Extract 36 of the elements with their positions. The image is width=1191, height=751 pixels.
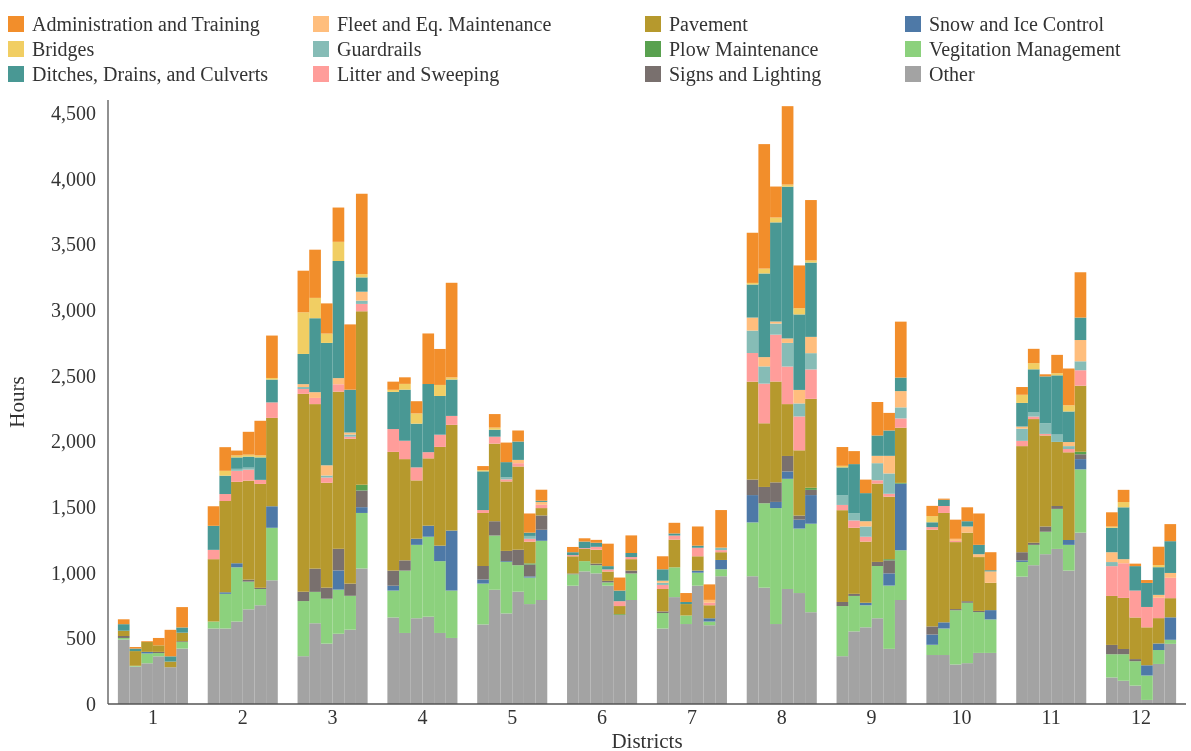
y-tick-label: 500 bbox=[66, 627, 96, 650]
x-tick-label: 6 bbox=[597, 706, 608, 728]
x-tick-label: 5 bbox=[507, 706, 518, 728]
legend-label: Bridges bbox=[32, 38, 95, 61]
legend-label: Ditches, Drains, and Culverts bbox=[32, 63, 269, 85]
x-tick-label: 9 bbox=[866, 706, 877, 728]
legend-label: Plow Maintenance bbox=[669, 38, 819, 60]
x-tick-label: 7 bbox=[686, 706, 697, 728]
legend-label: Pavement bbox=[669, 13, 749, 35]
y-tick-label: 3,000 bbox=[51, 299, 96, 322]
x-tick-label: 8 bbox=[776, 706, 787, 728]
legend-label: Signs and Lighting bbox=[669, 63, 822, 86]
x-tick-label: 10 bbox=[951, 706, 972, 728]
legend-label: Other bbox=[929, 63, 975, 85]
x-tick-label: 2 bbox=[237, 706, 248, 728]
legend-label: Vegitation Management bbox=[929, 38, 1122, 61]
x-tick-label: 11 bbox=[1041, 706, 1061, 728]
legend-label: Fleet and Eq. Maintenance bbox=[337, 13, 552, 36]
y-tick-label: 0 bbox=[86, 693, 96, 715]
y-tick-label: 1,500 bbox=[51, 496, 96, 519]
legend-label: Guardrails bbox=[337, 38, 422, 60]
y-tick-label: 4,500 bbox=[51, 102, 96, 125]
y-axis-title: Hours bbox=[5, 376, 29, 428]
legend-label: Litter and Sweeping bbox=[337, 63, 500, 86]
legend-label: Snow and Ice Control bbox=[929, 13, 1105, 35]
x-tick-label: 12 bbox=[1131, 706, 1152, 728]
y-tick-label: 1,000 bbox=[51, 561, 96, 584]
x-tick-label: 4 bbox=[417, 706, 428, 728]
y-tick-label: 3,500 bbox=[51, 233, 96, 256]
y-tick-label: 2,000 bbox=[51, 430, 96, 453]
x-axis-title: Districts bbox=[611, 729, 683, 751]
x-tick-label: 1 bbox=[147, 706, 158, 728]
y-tick-label: 2,500 bbox=[51, 364, 96, 387]
x-tick-label: 3 bbox=[327, 706, 338, 728]
y-tick-label: 4,000 bbox=[51, 167, 96, 190]
legend-label: Administration and Training bbox=[32, 13, 260, 36]
